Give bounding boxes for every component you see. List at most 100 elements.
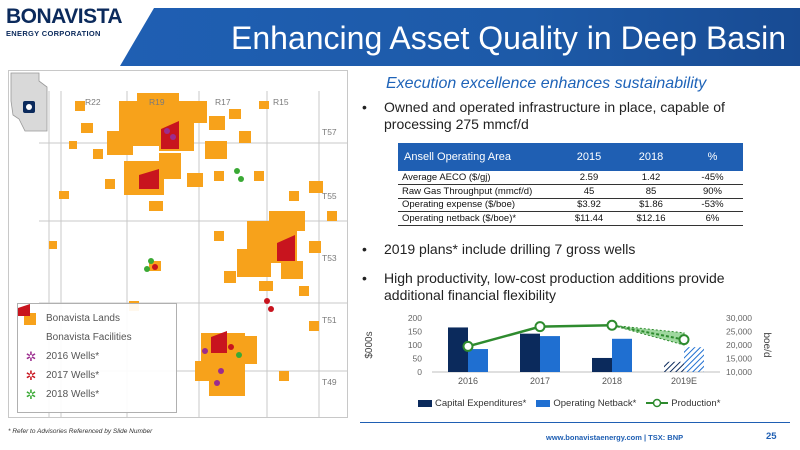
legend-label: Bonavista Lands: [46, 313, 120, 324]
legend-label: 2018 Wells*: [46, 389, 100, 400]
table-row: Raw Gas Throughput (mmcf/d) 45 85 90%: [398, 184, 743, 199]
range-label: R22: [85, 97, 101, 107]
capex-bar: [448, 327, 468, 372]
township-label: T49: [322, 377, 337, 387]
legend-item-2016-wells: ✲ 2016 Wells*: [24, 347, 170, 366]
netback-bar: [684, 347, 704, 372]
production-line-icon: [646, 398, 669, 408]
table-row: Average AECO ($/gj) 2.59 1.42 -45%: [398, 171, 743, 185]
well-star-icon: ✲: [25, 386, 37, 402]
legend-label: Capital Expenditures*: [435, 397, 527, 409]
table-cell: Operating netback ($/boe)*: [398, 211, 558, 226]
capex-bar: [664, 361, 684, 372]
y-right-tick-label: 20,000: [726, 340, 752, 350]
deep-basin-map: R22 R19 R17 R15 T57 T55 T53 T51 T49 Bona…: [8, 70, 348, 418]
legend-item-capex: Capital Expenditures*: [418, 398, 526, 409]
logo-wordmark: BONAVISTA: [6, 5, 123, 28]
legend-label: Bonavista Facilities: [46, 332, 132, 343]
table-cell: 90%: [682, 184, 743, 199]
x-tick-label: 2018: [602, 376, 622, 386]
footer-divider: [360, 422, 790, 423]
y-tick-label: 100: [408, 340, 422, 350]
y-right-tick-label: 15,000: [726, 354, 752, 364]
chart-canvas: 0 50 100 150 200 10,000 15,000 20,000 25,000 30,0…: [364, 313, 772, 386]
title-banner: Enhancing Asset Quality in Deep Basin: [120, 8, 800, 66]
table-cell: $11.44: [558, 211, 620, 226]
y-tick-label: 200: [408, 313, 422, 323]
legend-label: 2016 Wells*: [46, 351, 100, 362]
capex-swatch-icon: [418, 399, 432, 407]
company-logo: BONAVISTA ENERGY CORPORATION: [6, 5, 123, 46]
table-cell: 6%: [682, 211, 743, 226]
page-number: 25: [766, 431, 777, 442]
production-point: [606, 319, 618, 331]
township-label: T51: [322, 315, 337, 325]
legend-item-lands: Bonavista Lands: [24, 309, 170, 328]
legend-item-production: Production*: [646, 398, 720, 409]
y-tick-label: 50: [413, 354, 423, 364]
legend-item-2018-wells: ✲ 2018 Wells*: [24, 385, 170, 404]
well-star-icon: ✲: [25, 348, 37, 364]
alberta-inset: [10, 72, 48, 132]
bullet-text: High productivity, low-cost production a…: [384, 270, 725, 303]
column-header: Ansell Operating Area: [398, 143, 558, 171]
township-label: T55: [322, 191, 337, 201]
production-point: [678, 334, 690, 346]
y-right-tick-label: 30,000: [726, 313, 752, 323]
slide-subtitle: Execution excellence enhances sustainabi…: [386, 75, 707, 92]
township-label: T57: [322, 127, 337, 137]
table-cell: 1.42: [620, 171, 682, 185]
bullet-productivity: • High productivity, low-cost production…: [362, 270, 762, 304]
table-cell: 2.59: [558, 171, 620, 185]
table-row: Operating expense ($/boe) $3.92 $1.86 -5…: [398, 198, 743, 212]
legend-label: Operating Netback*: [553, 397, 637, 409]
y-axis-title: $000s: [364, 331, 375, 358]
y-right-tick-label: 25,000: [726, 327, 752, 337]
table-cell: Raw Gas Throughput (mmcf/d): [398, 184, 558, 199]
netback-bar: [612, 338, 632, 372]
table-cell: Average AECO ($/gj): [398, 171, 558, 185]
bullet-dot: •: [362, 241, 367, 257]
chart-legend: Capital Expenditures* Operating Netback*…: [418, 396, 798, 410]
facility-swatch-icon: [18, 304, 36, 344]
capex-netback-production-chart: 0 50 100 150 200 10,000 15,000 20,000 25,000 30,0…: [360, 308, 800, 418]
column-header: 2015: [558, 143, 620, 171]
range-label: R17: [215, 97, 231, 107]
legend-label: Production*: [671, 397, 721, 409]
map-legend: Bonavista Lands Bonavista Facilities ✲ 2…: [17, 303, 177, 413]
capex-bar: [592, 357, 612, 372]
table-row: Operating netback ($/boe)* $11.44 $12.16…: [398, 211, 743, 226]
table-cell: 45: [558, 184, 620, 199]
legend-label: 2017 Wells*: [46, 370, 100, 381]
production-point: [534, 321, 546, 333]
township-label: T53: [322, 253, 337, 263]
bullet-text: 2019 plans* include drilling 7 gross wel…: [384, 241, 636, 257]
netback-bar: [468, 349, 488, 372]
legend-item-facilities: Bonavista Facilities: [18, 304, 170, 347]
footer-website: www.bonavistaenergy.com | TSX: BNP: [546, 433, 684, 442]
y-tick-label: 150: [408, 327, 422, 337]
map-canvas: [10, 72, 347, 417]
footer-advisory-note: * Refer to Advisories Referenced by Slid…: [8, 428, 153, 435]
well-star-icon: ✲: [25, 367, 37, 383]
slide-title: Enhancing Asset Quality in Deep Basin: [231, 20, 786, 56]
table-cell: 85: [620, 184, 682, 199]
y-tick-label: 0: [417, 367, 422, 377]
legend-item-2017-wells: ✲ 2017 Wells*: [24, 366, 170, 385]
x-tick-label: 2017: [530, 376, 550, 386]
production-projection-line: [611, 324, 685, 341]
table-cell: $1.86: [620, 198, 682, 212]
production-projection-band: [611, 324, 685, 346]
capex-bar: [520, 333, 540, 372]
netback-swatch-icon: [536, 399, 551, 407]
y-right-tick-label: 10,000: [726, 367, 752, 377]
logo-subtitle: ENERGY CORPORATION: [6, 29, 101, 38]
netback-bar: [540, 336, 560, 372]
table-cell: Operating expense ($/boe): [398, 198, 558, 212]
table-cell: -45%: [682, 171, 743, 185]
range-label: R19: [149, 97, 165, 107]
x-tick-label: 2019E: [671, 376, 697, 386]
bullet-infrastructure: • Owned and operated infrastructure in p…: [362, 99, 782, 133]
y-right-axis-title: boe/d: [761, 332, 772, 357]
table-cell: -53%: [682, 198, 743, 212]
